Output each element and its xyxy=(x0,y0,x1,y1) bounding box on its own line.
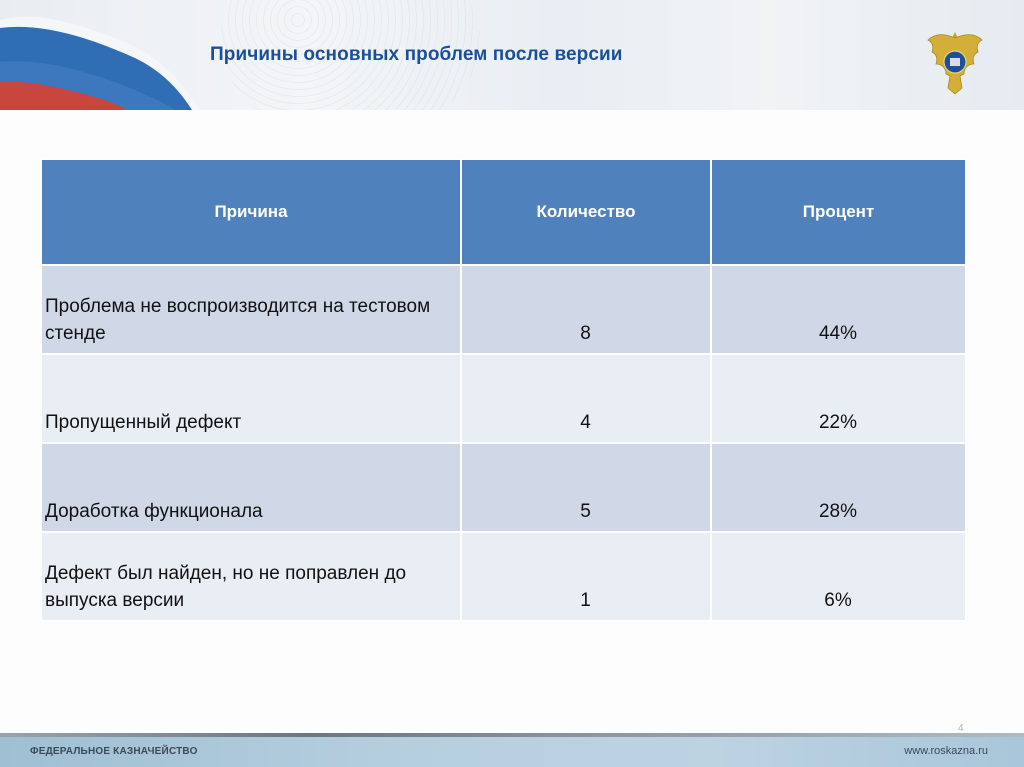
cell-reason: Дефект был найден, но не поправлен до вы… xyxy=(40,531,462,622)
double-headed-eagle-emblem-icon xyxy=(927,32,983,95)
website-link[interactable]: www.roskazna.ru xyxy=(904,745,988,757)
causes-table: Причина Количество Процент Проблема не в… xyxy=(40,158,967,622)
table-row: Проблема не воспроизводится на тестовом … xyxy=(40,264,967,355)
column-header-reason: Причина xyxy=(40,158,462,266)
cell-count: 8 xyxy=(460,264,712,355)
table-row: Дефект был найден, но не поправлен до вы… xyxy=(40,531,967,622)
slide-header: Причины основных проблем после версии xyxy=(0,0,1024,110)
decorative-swirl xyxy=(220,0,480,110)
russian-flag-icon xyxy=(0,16,200,110)
cell-reason: Пропущенный дефект xyxy=(40,353,462,444)
table-row: Пропущенный дефект 4 22% xyxy=(40,353,967,444)
cell-percent: 28% xyxy=(710,442,967,533)
cell-percent: 22% xyxy=(710,353,967,444)
slide-title: Причины основных проблем после версии xyxy=(210,44,623,65)
table-header-row: Причина Количество Процент xyxy=(40,158,967,266)
column-header-percent: Процент xyxy=(710,158,967,266)
cell-count: 4 xyxy=(460,353,712,444)
cell-count: 1 xyxy=(460,531,712,622)
cell-percent: 6% xyxy=(710,531,967,622)
cell-reason: Доработка функционала xyxy=(40,442,462,533)
slide-number: 4 xyxy=(958,723,964,734)
column-header-count: Количество xyxy=(460,158,712,266)
footer-divider xyxy=(0,733,1024,737)
cell-percent: 44% xyxy=(710,264,967,355)
causes-table-container: Причина Количество Процент Проблема не в… xyxy=(40,158,967,622)
slide-footer: ФЕДЕРАЛЬНОЕ КАЗНАЧЕЙСТВО www.roskazna.ru xyxy=(0,737,1024,767)
table-row: Доработка функционала 5 28% xyxy=(40,442,967,533)
cell-count: 5 xyxy=(460,442,712,533)
cell-reason: Проблема не воспроизводится на тестовом … xyxy=(40,264,462,355)
organization-name: ФЕДЕРАЛЬНОЕ КАЗНАЧЕЙСТВО xyxy=(30,746,198,757)
